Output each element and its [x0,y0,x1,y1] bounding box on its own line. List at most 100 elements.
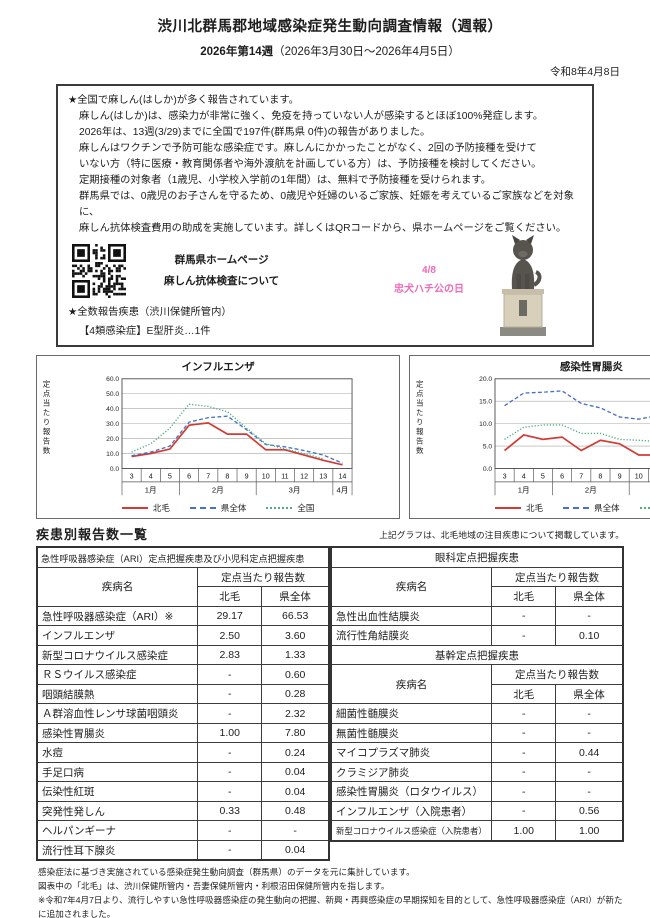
chart-gastroenteritis: 感染性胃腸炎 定点当たり報告数 0.0 5.0 10.0 15.0 20.0 3 4 5 6 7 8… [409,355,650,520]
table-row: 新型コロナウイルス感染症 2.83 1.33 [36,644,330,666]
footnote-line: ※令和7年4月7日より、流行しやすい急性呼吸器感染症の発生動向の把握、新興・再興… [38,894,623,918]
notice-line: 麻しん(はしか)は、感染力が非常に強く、免疫を持っていない人が感染するとほぼ10… [79,110,544,122]
notice-line: 麻しんはワクチンで予防可能な感染症です。麻しんにかかったことがなく、2回の予防接… [79,142,537,154]
table-row: 急性呼吸器感染症（ARI）※ 29.17 66.53 [36,605,330,627]
right-disease-table: 眼科定点把握疾患疾病名 定点当たり報告数 北毛 県全体 急性出血性結膜炎 - - 流行性角結膜… [330,546,624,842]
measles-notice-box: ★全国で麻しん(はしか)が多く報告されています。 麻しん(はしか)は、感染力が非常… [56,84,594,348]
svg-text:1月: 1月 [145,486,157,495]
legend-line-sample [266,507,293,510]
table-row: Ａ群溶血性レンサ球菌咽頭炎 -2.32 [36,703,330,724]
svg-text:12: 12 [300,473,308,481]
disease-table: 急性呼吸器感染症（ARI）定点把握疾患及び小児科定点把握疾患 疾病名 定点当たり報告… [36,546,330,862]
influenza-line-chart: 0.0 10.0 20.0 30.0 40.0 50.0 60.0 3 4 5 6 7 8 9 10 11 12… [106,377,353,496]
table-header-row: 北毛 県全体 [331,586,624,607]
charts-row: インフルエンザ 定点当たり報告数 0.0 10.0 20.0 30.0 40.0 50.0… [36,355,650,520]
table-section-title: 急性呼吸器感染症（ARI）定点把握疾患及び小児科定点把握疾患 [36,546,330,568]
svg-text:14: 14 [338,473,346,481]
table-row: 細菌性髄膜炎 - - [330,703,624,724]
footnote-line: 感染症法に基づき実施されている感染症発生動向調査（群馬県）のデータを元に集計して… [38,867,415,878]
svg-text:0.0: 0.0 [110,466,120,473]
svg-text:8: 8 [599,473,603,481]
table-row: 急性出血性結膜炎 - - [330,605,624,627]
table-row: 手足口病 -0.04 [36,761,330,783]
table-row: クラミジア肺炎 - - [330,761,624,783]
svg-text:9: 9 [245,473,249,481]
zensu-report: ★全数報告疾患（渋川保健所管内） 【4類感染症】E型肝炎…1件 [68,305,582,340]
chart-legend-item: 県全体 [189,502,246,514]
legend-line-sample [121,507,148,510]
svg-text:11: 11 [281,473,288,481]
table-row: インフルエンザ 2.50 3.60 [36,625,330,646]
svg-text:2月: 2月 [585,486,597,495]
zensu-title: ★全数報告疾患（渋川保健所管内） [68,306,232,318]
disease-tables: 急性呼吸器感染症（ARI）定点把握疾患及び小児科定点把握疾患 疾病名 定点当たり報告… [36,546,624,862]
chart-legend-item: 北毛 [495,502,543,514]
charts-note: 上記グラフは、北毛地域の注目疾患について掲載しています。 [379,530,624,541]
svg-text:40.0: 40.0 [106,406,119,413]
svg-text:6: 6 [560,473,564,481]
table-header-row: 疾病名 定点当たり報告数 [36,566,330,607]
svg-text:60.0: 60.0 [106,377,119,384]
svg-text:5: 5 [541,473,545,481]
svg-text:30.0: 30.0 [106,421,119,428]
svg-text:0.0: 0.0 [483,466,493,473]
qr-code-measles [72,243,126,298]
page-subtitle: 2026年第14週（2026年3月30日～2026年4月5日） [36,43,624,59]
table-row: ヘルパンギーナ - - [36,820,330,841]
chart-legend-influenza: 北毛 県全体 全国 [40,500,396,518]
table-row: 新型コロナウイルス感染症（入院患者） 1.00 1.00 [330,820,624,842]
table-row: 流行性角結膜炎 -0.10 [330,625,624,646]
notice-line: 群馬県では、0歳児のお子さんを守るため、0歳児や妊婦のいるご家族、妊娠を考えてい… [79,190,574,218]
y-axis-label: 定点当たり報告数 [42,380,51,457]
hachiko-date: 4/8 [422,265,436,277]
svg-text:20.0: 20.0 [479,377,492,384]
notice-text: ★全国で麻しん(はしか)が多く報告されています。 麻しん(はしか)は、感染力が非常… [68,93,582,237]
tables-head: 疾患別報告数一覧 上記グラフは、北毛地域の注目疾患について掲載しています。 [36,524,624,543]
footnotes: 感染症法に基づき実施されている感染症発生動向調査（群馬県）のデータを元に集計して… [38,866,624,918]
legend-series-name: 全国 [297,503,315,514]
chart-title-gastroenteritis: 感染性胃腸炎 [559,361,623,374]
legend-series-name: 北毛 [152,503,170,514]
hachiko-day-note: 4/8 忠犬ハチ公の日 [394,261,464,299]
svg-text:1月: 1月 [518,486,530,495]
table-row: 感染性胃腸炎（ロタウイルス） - - [330,781,624,802]
chart-legend-item: 県全体 [563,502,620,514]
svg-text:4: 4 [149,473,153,481]
notice-line: 2026年は、13週(3/29)までに全国で197件(群馬県 0件)の報告があり… [79,126,431,138]
legend-line-sample [639,507,650,510]
svg-text:4月: 4月 [337,486,349,495]
svg-text:8: 8 [225,473,229,481]
svg-text:13: 13 [319,473,327,481]
svg-text:50.0: 50.0 [106,392,119,399]
qr-caption-line2: 麻しん抗体検査について [164,274,280,287]
table-row: 咽頭結膜熱 -0.28 [36,683,330,705]
svg-text:3: 3 [503,473,507,481]
notice-line: いない方（特に医療・教育関係者や海外渡航を計画している方）は、予防接種を検討して… [79,158,542,170]
table-header-row: 疾病名 定点当たり報告数 [330,664,624,705]
svg-text:3: 3 [130,473,134,481]
chart-legend-item: 北毛 [121,502,170,514]
legend-series-name: 北毛 [526,503,544,514]
subtitle-range: （2026年3月30日～2026年4月5日） [273,46,460,58]
table-row: ＲＳウイルス感染症 -0.60 [36,664,330,685]
svg-text:10.0: 10.0 [479,421,492,428]
svg-text:7: 7 [206,473,210,481]
table-row: マイコプラズマ肺炎 -0.44 [330,742,624,763]
legend-line-sample [563,507,590,510]
issue-date: 令和8年4月8日 [549,66,620,78]
tables-section-heading: 疾患別報告数一覧 [36,527,149,543]
hachiko-label: 忠犬ハチ公の日 [394,284,464,296]
y-axis-label: 定点当たり報告数 [415,380,425,457]
table-section-title: 眼科定点把握疾患 [330,546,624,568]
gastroenteritis-line-chart: 0.05.010.015.020.0345678910111213141月2月3… [479,377,650,496]
table-row: 流行性耳下腺炎 -0.04 [36,839,330,861]
svg-text:5.0: 5.0 [483,444,493,451]
notice-bottom: 群馬県ホームページ 麻しん抗体検査について [68,243,582,298]
svg-text:7: 7 [580,473,584,481]
qr-caption: 群馬県ホームページ 麻しん抗体検査について [164,250,279,292]
qr-caption-line1: 群馬県ホームページ [174,253,269,266]
svg-text:5: 5 [168,473,172,481]
svg-text:6: 6 [187,473,191,481]
svg-text:2月: 2月 [212,486,224,495]
